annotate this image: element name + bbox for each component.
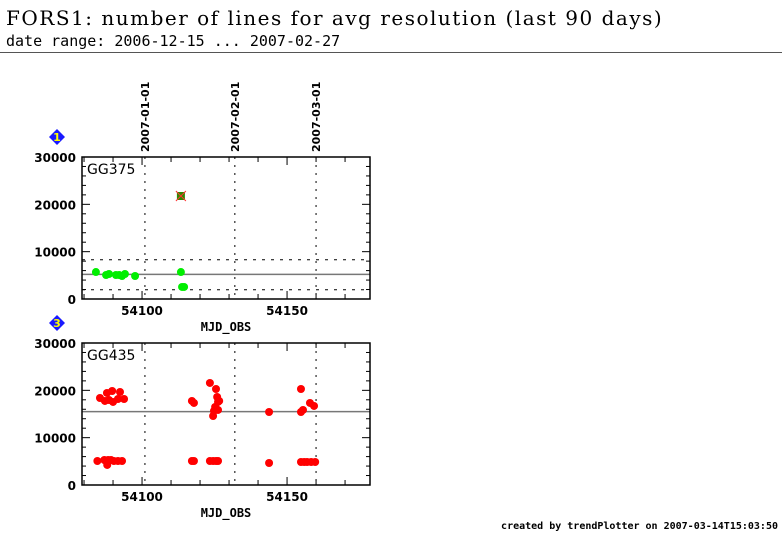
panel-badge-number: 1 [53,131,61,144]
data-point [131,271,140,280]
data-point [91,268,100,277]
data-point [176,268,185,277]
outlier-cross [175,190,187,202]
date-marker-label: 2007-02-01 [229,82,242,152]
panel-gg375: 1 [49,129,371,300]
data-point [265,458,274,467]
date-range-subtitle: date range: 2006-12-15 ... 2007-02-27 [6,32,341,50]
data-point [214,405,223,414]
panel-badge-number: 3 [53,317,61,330]
data-point [93,457,102,466]
data-point [189,398,198,407]
data-point [108,386,117,395]
plot-frame [81,156,371,300]
data-point [205,378,214,387]
data-point [104,270,113,279]
y-tick-label: 10000 [34,246,76,260]
panel-label: GG435 [87,348,135,364]
data-point [120,270,129,279]
x-axis-label: MJD_OBS [201,320,252,335]
x-axis-label: MJD_OBS [201,506,252,521]
data-point [103,460,112,469]
panel-badge-diamond-icon [49,129,65,145]
y-tick-label: 20000 [34,198,76,212]
data-point [120,394,129,403]
y-tick-label: 0 [68,293,76,307]
x-tick-label: 54100 [121,490,163,504]
header-divider [0,52,782,53]
data-point [100,396,109,405]
y-tick-label: 30000 [34,337,76,351]
data-point [310,401,319,410]
data-point [118,457,127,466]
data-point [311,457,320,466]
x-tick-label: 54150 [266,490,308,504]
x-tick-label: 54150 [266,304,308,318]
panel-label: GG375 [87,162,135,178]
y-tick-label: 0 [68,479,76,493]
data-point [215,396,224,405]
date-marker-label: 2007-01-01 [139,82,152,152]
panel-gg435: 3 [49,315,371,486]
data-point [209,411,218,420]
data-point [214,457,223,466]
data-point [180,282,189,291]
footer-credit: created by trendPlotter on 2007-03-14T15… [501,521,778,532]
chart-title: FORS1: number of lines for avg resolutio… [6,6,664,30]
date-marker-label: 2007-03-01 [310,82,323,152]
data-point [265,408,274,417]
y-tick-label: 20000 [34,384,76,398]
data-point [296,385,305,394]
data-point [113,394,122,403]
x-tick-label: 54100 [121,304,163,318]
data-point [115,387,124,396]
panel-badge-diamond-icon [49,315,65,331]
data-point [189,457,198,466]
y-tick-label: 30000 [34,151,76,165]
plot-frame [81,342,371,486]
data-point [211,385,220,394]
data-point [299,405,308,414]
y-tick-label: 10000 [34,432,76,446]
